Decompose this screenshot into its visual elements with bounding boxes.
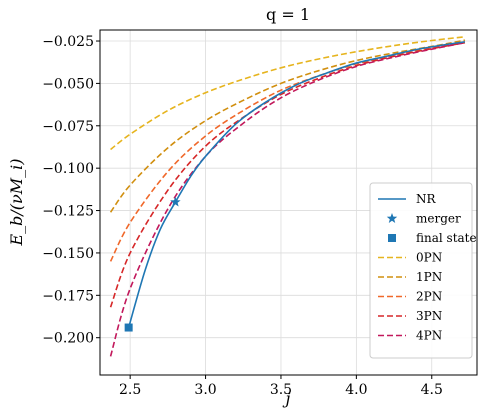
y-axis-title: E_b/(νM_i)	[7, 158, 26, 246]
y-tick-label: −0.100	[42, 161, 94, 177]
chart-title: q = 1	[266, 5, 310, 24]
legend-swatch-merger	[386, 213, 398, 223]
y-tick-label: −0.175	[42, 288, 94, 304]
legend-label-0pn: 0PN	[416, 251, 442, 265]
y-tick-label: −0.125	[42, 204, 94, 220]
final-state-marker	[124, 323, 133, 332]
x-tick-label: 4.0	[345, 382, 367, 398]
series-line-1pn	[109, 39, 466, 213]
x-tick-label: 3.0	[194, 382, 216, 398]
y-tick-label: −0.200	[42, 331, 94, 347]
series-line-2pn	[109, 41, 466, 262]
legend-label-merger: merger	[416, 212, 461, 226]
y-tick-label: −0.050	[42, 76, 94, 92]
plot-frame	[99, 29, 478, 376]
series-line-0pn	[110, 35, 466, 151]
legend-label-2pn: 2PN	[416, 290, 442, 304]
legend-label-1pn: 1PN	[416, 270, 442, 284]
legend-label-nr: NR	[416, 192, 437, 206]
x-tick-label: 2.5	[119, 382, 141, 398]
legend: NR merger final state 0PN 1PN 2PN 3PN 4PN	[369, 182, 477, 359]
x-tick-label: 4.5	[421, 382, 443, 398]
x-tick-label: 3.5	[270, 382, 292, 398]
legend-box	[369, 182, 473, 359]
axis-ticks: 2.5 3.0 3.5 4.0 4.5 −0.200 −0.175 −0.150 −0.125 −…	[42, 34, 443, 398]
legend-label-final-state: final state	[416, 231, 477, 245]
y-tick-label: −0.075	[42, 119, 94, 135]
legend-swatch-final-state	[388, 234, 396, 242]
x-axis-title: j	[283, 389, 291, 408]
series-line-4pn	[109, 41, 466, 357]
plot-series	[109, 35, 466, 357]
series-line-nr	[127, 41, 466, 328]
merger-marker	[170, 196, 181, 207]
plot-markers	[124, 196, 181, 332]
legend-label-4pn: 4PN	[416, 329, 442, 343]
legend-label-3pn: 3PN	[416, 309, 442, 323]
y-tick-label: −0.150	[42, 246, 94, 262]
y-tick-label: −0.025	[42, 34, 94, 50]
